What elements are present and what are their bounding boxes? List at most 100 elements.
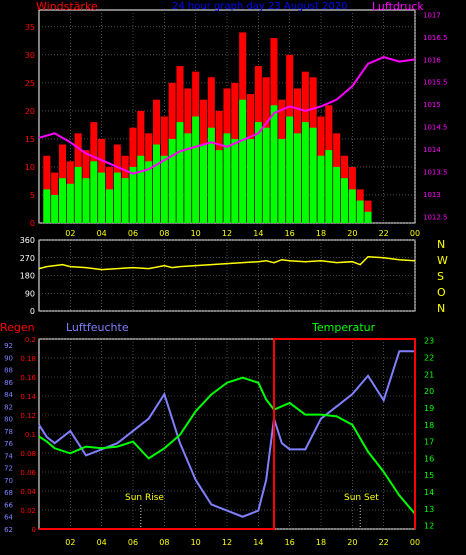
wind-x-tick: 12 bbox=[222, 229, 232, 238]
direction-line bbox=[38, 255, 416, 271]
direction-tick-label: 0 bbox=[30, 307, 35, 316]
humidity-tick-label: 70 bbox=[4, 477, 13, 485]
humidity-tick-label: 82 bbox=[4, 403, 13, 411]
rain-tick-label: 0.16 bbox=[20, 374, 36, 382]
temperature-tick-label: 14 bbox=[424, 488, 434, 497]
pressure-tick-label: 1016.5 bbox=[423, 34, 448, 42]
humidity-tick-label: 74 bbox=[4, 452, 13, 460]
temperature-tick-label: 17 bbox=[424, 438, 434, 447]
wind-x-tick: 16 bbox=[285, 229, 295, 238]
wind-bar bbox=[364, 211, 372, 223]
wind-x-tick: 08 bbox=[159, 229, 169, 238]
rain-x-tick: 16 bbox=[285, 538, 295, 547]
humidity-tick-label: 66 bbox=[4, 501, 13, 509]
compass-label: W bbox=[437, 254, 448, 267]
wind-bar bbox=[317, 155, 325, 223]
pressure-axis-title: Luftdruck bbox=[372, 0, 424, 13]
rain-line bbox=[39, 338, 416, 530]
rain-tick-label: 0.04 bbox=[20, 488, 36, 496]
compass-label: N bbox=[437, 302, 445, 315]
wind-tick-label: 0 bbox=[30, 219, 35, 228]
rain-x-tick: 00 bbox=[410, 538, 420, 547]
annotation-sun-rise: Sun Rise bbox=[125, 493, 164, 503]
wind-x-tick: 04 bbox=[97, 229, 107, 238]
wind-tick-label: 5 bbox=[30, 191, 35, 200]
rain-x-tick: 08 bbox=[159, 538, 169, 547]
rain-tick-label: 0.1 bbox=[25, 431, 36, 439]
rain-x-tick: 10 bbox=[191, 538, 201, 547]
wind-bar bbox=[340, 178, 349, 223]
wind-bar bbox=[325, 150, 333, 223]
wind-x-tick: 10 bbox=[191, 229, 201, 238]
wind-bar bbox=[121, 178, 129, 223]
pressure-tick-label: 1013 bbox=[423, 191, 441, 199]
rain-tick-label: 0.06 bbox=[20, 469, 36, 477]
wind-bar bbox=[145, 161, 153, 223]
wind-bar bbox=[356, 200, 364, 223]
humidity-tick-label: 64 bbox=[4, 514, 13, 522]
humidity-tick-label: 88 bbox=[4, 367, 13, 375]
rain-tick-label: 0.18 bbox=[20, 355, 36, 363]
wind-x-tick: 06 bbox=[128, 229, 138, 238]
wind-bar bbox=[223, 133, 231, 223]
wind-bar bbox=[231, 138, 239, 223]
wind-x-tick: 18 bbox=[316, 229, 326, 238]
temperature-tick-label: 16 bbox=[424, 454, 434, 463]
wind-bar bbox=[301, 122, 309, 223]
rain-tick-label: 0.12 bbox=[20, 412, 36, 420]
compass-label: N bbox=[437, 238, 445, 251]
wind-bar bbox=[160, 155, 168, 223]
rain-tick-label: 0.14 bbox=[20, 393, 36, 401]
compass-label: S bbox=[437, 270, 444, 283]
humidity-tick-label: 84 bbox=[4, 391, 13, 399]
wind-bar bbox=[192, 116, 200, 223]
direction-tick-label: 180 bbox=[20, 272, 35, 281]
wind-tick-label: 35 bbox=[25, 23, 35, 32]
pressure-tick-label: 1015.5 bbox=[423, 79, 448, 87]
pressure-tick-label: 1013.5 bbox=[423, 168, 448, 176]
wind-bar bbox=[246, 138, 255, 223]
wind-x-tick: 22 bbox=[379, 229, 389, 238]
rain-x-tick: 20 bbox=[347, 538, 357, 547]
rain-x-tick: 14 bbox=[253, 538, 263, 547]
wind-bar bbox=[286, 116, 294, 223]
direction-tick-label: 360 bbox=[20, 236, 35, 245]
wind-x-tick: 14 bbox=[253, 229, 263, 238]
wind-bar bbox=[98, 172, 106, 223]
temperature-tick-label: 19 bbox=[424, 404, 434, 413]
wind-bar bbox=[199, 144, 208, 223]
temperature-tick-label: 20 bbox=[424, 387, 434, 396]
annotation-sun-set: Sun Set bbox=[344, 493, 379, 503]
temperature-tick-label: 15 bbox=[424, 471, 434, 480]
wind-bar bbox=[254, 122, 262, 223]
wind-bar bbox=[262, 127, 270, 223]
wind-bar bbox=[129, 166, 137, 223]
wind-bar bbox=[90, 161, 98, 223]
pressure-tick-label: 1015 bbox=[423, 101, 441, 109]
rain-tick-label: 0.02 bbox=[20, 507, 36, 515]
wind-bar bbox=[348, 189, 356, 223]
wind-bar bbox=[51, 194, 59, 223]
rain-tick-label: 0.2 bbox=[25, 336, 36, 344]
compass-label: O bbox=[437, 286, 446, 299]
temperature-tick-label: 13 bbox=[424, 505, 434, 514]
pressure-tick-label: 1014.5 bbox=[423, 124, 448, 132]
pressure-tick-label: 1016 bbox=[423, 56, 441, 64]
wind-bar bbox=[207, 127, 215, 223]
legend-rain: Regen bbox=[0, 321, 35, 334]
humidity-tick-label: 86 bbox=[4, 379, 13, 387]
temperature-line bbox=[38, 376, 416, 515]
wind-bar bbox=[168, 138, 176, 223]
wind-tick-label: 10 bbox=[25, 163, 35, 172]
wind-bar bbox=[309, 127, 317, 223]
temperature-tick-label: 21 bbox=[424, 370, 434, 379]
wind-bar bbox=[74, 166, 82, 223]
pressure-tick-label: 1017 bbox=[423, 11, 441, 19]
wind-bar bbox=[58, 178, 67, 223]
temperature-tick-label: 12 bbox=[424, 522, 434, 531]
direction-tick-label: 270 bbox=[20, 254, 35, 263]
temperature-tick-label: 23 bbox=[424, 337, 434, 346]
humidity-tick-label: 92 bbox=[4, 342, 13, 350]
rain-x-tick: 04 bbox=[97, 538, 107, 547]
